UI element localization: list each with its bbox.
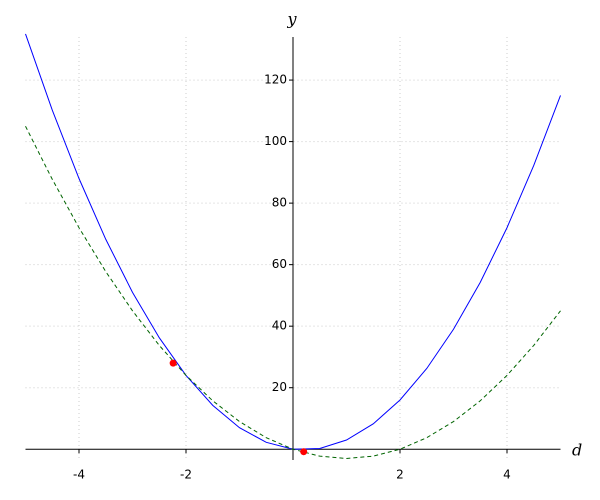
x-tick-label: -2 xyxy=(180,468,192,482)
x-tick-label: 2 xyxy=(396,468,404,482)
y-tick-label: 60 xyxy=(272,257,287,271)
x-tick-label: 4 xyxy=(503,468,511,482)
y-tick-label: 120 xyxy=(264,73,287,87)
y-tick-label: 100 xyxy=(264,134,287,148)
x-tick-label: -4 xyxy=(73,468,85,482)
y-tick-label: 40 xyxy=(272,319,287,333)
point xyxy=(300,448,308,456)
y-tick-label: 80 xyxy=(272,196,287,210)
x-axis-label: d xyxy=(572,441,582,460)
y-axis-label: y xyxy=(286,10,297,29)
y-tick-label: 20 xyxy=(272,380,287,394)
point xyxy=(169,359,177,367)
curve xyxy=(25,125,561,459)
